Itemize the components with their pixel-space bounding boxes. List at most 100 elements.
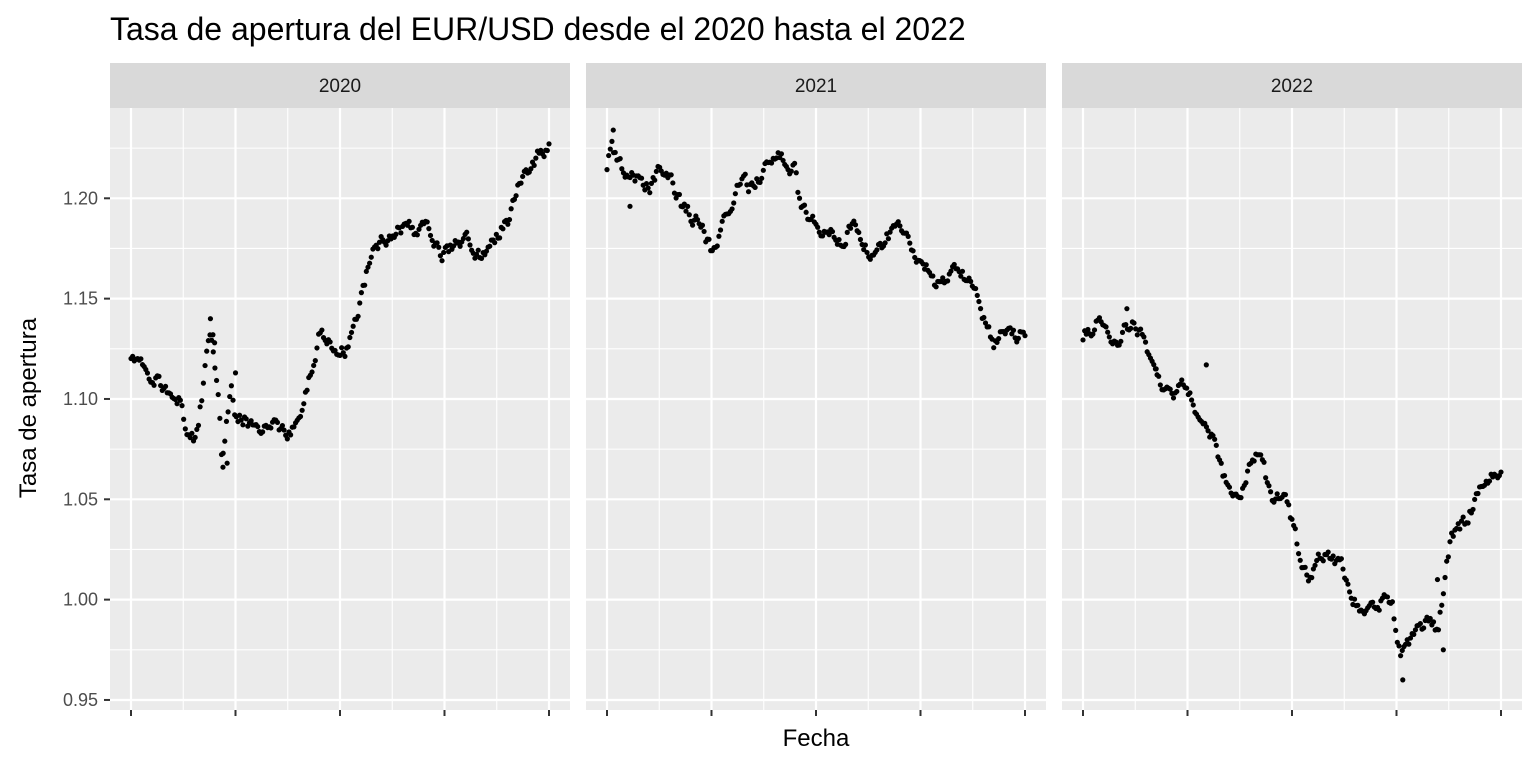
data-point bbox=[436, 244, 442, 250]
y-tick-label: 1.20 bbox=[63, 188, 98, 208]
data-point bbox=[803, 209, 809, 215]
data-point bbox=[202, 362, 208, 369]
data-point bbox=[212, 340, 218, 346]
data-point bbox=[801, 202, 808, 208]
data-point bbox=[716, 233, 722, 239]
data-point bbox=[991, 345, 997, 351]
data-point bbox=[1187, 390, 1193, 396]
data-point bbox=[1266, 483, 1272, 489]
facet-strip bbox=[110, 63, 570, 108]
data-point bbox=[1475, 490, 1481, 497]
data-point bbox=[299, 407, 305, 413]
data-point bbox=[1184, 385, 1190, 391]
data-point bbox=[541, 153, 547, 160]
data-point bbox=[1244, 468, 1251, 474]
data-point bbox=[508, 206, 514, 212]
data-point bbox=[156, 373, 162, 379]
data-point bbox=[475, 247, 481, 253]
data-point bbox=[910, 248, 916, 254]
data-point bbox=[339, 345, 345, 351]
data-point bbox=[1010, 327, 1017, 333]
data-point bbox=[645, 185, 651, 191]
data-point bbox=[1274, 491, 1280, 497]
data-point bbox=[1261, 459, 1267, 465]
data-point bbox=[643, 181, 650, 187]
data-point bbox=[1151, 362, 1157, 368]
data-point bbox=[1309, 575, 1315, 581]
data-point bbox=[281, 427, 287, 433]
data-point bbox=[358, 290, 364, 296]
data-point bbox=[1189, 397, 1195, 403]
data-point bbox=[617, 156, 623, 162]
data-point bbox=[757, 179, 763, 185]
data-point bbox=[1435, 627, 1442, 633]
data-point bbox=[248, 418, 254, 424]
data-point bbox=[492, 240, 498, 246]
data-point bbox=[796, 195, 803, 201]
data-point bbox=[1370, 599, 1376, 605]
data-point bbox=[1302, 564, 1308, 570]
data-point bbox=[1389, 599, 1395, 605]
data-point bbox=[483, 248, 490, 254]
data-point bbox=[1142, 339, 1149, 345]
data-point bbox=[1085, 326, 1091, 333]
data-point bbox=[181, 416, 187, 422]
data-point bbox=[1391, 616, 1397, 622]
data-point bbox=[1330, 553, 1336, 559]
data-point bbox=[793, 170, 799, 176]
data-point bbox=[1251, 458, 1257, 464]
data-point bbox=[1406, 641, 1412, 647]
data-point bbox=[930, 273, 936, 279]
data-point bbox=[195, 422, 202, 428]
data-point bbox=[977, 306, 984, 312]
data-point bbox=[882, 240, 888, 246]
data-point bbox=[1297, 557, 1303, 563]
data-point bbox=[348, 329, 355, 336]
data-point bbox=[1205, 428, 1211, 434]
data-point bbox=[1106, 334, 1112, 340]
data-point bbox=[1400, 677, 1406, 683]
data-point bbox=[427, 232, 434, 239]
data-point bbox=[1203, 362, 1209, 368]
data-point bbox=[1445, 554, 1451, 560]
data-point bbox=[279, 423, 285, 429]
data-point bbox=[670, 180, 676, 186]
data-point bbox=[609, 138, 615, 144]
data-point bbox=[528, 166, 534, 172]
data-point bbox=[260, 429, 266, 435]
data-point bbox=[948, 268, 954, 274]
data-point bbox=[426, 226, 432, 232]
chart-title: Tasa de apertura del EUR/USD desde el 20… bbox=[110, 11, 966, 47]
data-point bbox=[996, 336, 1002, 342]
data-point bbox=[652, 177, 658, 183]
data-point bbox=[199, 398, 205, 404]
data-point bbox=[974, 292, 980, 299]
data-point bbox=[301, 401, 307, 407]
data-point bbox=[905, 233, 911, 239]
data-point bbox=[220, 464, 226, 470]
data-point bbox=[237, 412, 243, 418]
data-point bbox=[685, 203, 691, 209]
facet-panel-2022: 2022 bbox=[1062, 63, 1522, 716]
data-point bbox=[1407, 635, 1414, 641]
data-point bbox=[1376, 607, 1382, 613]
data-point bbox=[228, 383, 234, 389]
data-point bbox=[1465, 520, 1471, 526]
data-point bbox=[227, 393, 233, 400]
data-point bbox=[638, 175, 645, 181]
data-point bbox=[533, 155, 539, 161]
data-point bbox=[187, 435, 193, 441]
data-point bbox=[1355, 602, 1361, 608]
facet-panel-2021: 2021 bbox=[586, 63, 1046, 716]
data-point bbox=[179, 403, 185, 409]
data-point bbox=[826, 232, 832, 238]
data-point bbox=[1294, 541, 1300, 547]
data-point bbox=[467, 242, 473, 248]
data-point bbox=[1286, 502, 1292, 508]
data-point bbox=[1440, 647, 1446, 653]
y-tick-label: 1.00 bbox=[63, 590, 98, 610]
data-point bbox=[897, 223, 903, 229]
data-point bbox=[367, 260, 373, 266]
data-point bbox=[1022, 333, 1028, 339]
data-point bbox=[215, 391, 221, 398]
